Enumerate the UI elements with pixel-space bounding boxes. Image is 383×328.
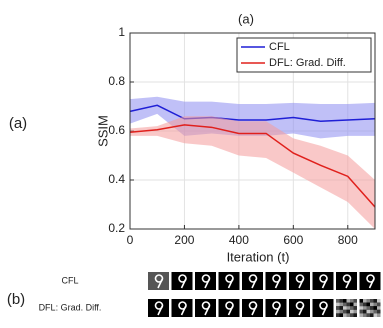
thumbnail	[289, 299, 310, 317]
noise	[367, 299, 371, 303]
x-axis-label: Iteration (t)	[227, 249, 290, 264]
thumbnail	[313, 299, 334, 317]
noise	[367, 306, 371, 310]
thumbnail	[360, 299, 381, 317]
x-tick-label: 200	[174, 233, 194, 247]
y-tick-label: 0.6	[108, 123, 125, 137]
noise	[347, 310, 351, 314]
noise	[343, 303, 347, 307]
noise	[354, 299, 358, 303]
noise	[336, 313, 340, 317]
noise	[370, 313, 374, 317]
x-tick-label: 600	[283, 233, 303, 247]
thumbnail	[172, 299, 193, 317]
thumbnail	[289, 272, 310, 290]
thumbnail	[242, 272, 263, 290]
legend-label: DFL: Grad. Diff.	[269, 57, 346, 69]
thumbnail	[148, 272, 169, 290]
noise	[343, 313, 347, 317]
noise	[343, 299, 347, 303]
noise	[350, 310, 354, 314]
thumbnail	[266, 299, 287, 317]
noise	[363, 313, 367, 317]
noise	[340, 306, 344, 310]
thumbnail	[266, 272, 287, 290]
noise	[363, 306, 367, 310]
y-tick-label: 0.2	[108, 221, 125, 235]
noise	[347, 306, 351, 310]
noise	[377, 313, 381, 317]
noise	[374, 310, 378, 314]
thumbnail	[195, 299, 216, 317]
x-tick-label: 400	[229, 233, 249, 247]
noise	[370, 299, 374, 303]
noise	[347, 299, 351, 303]
thumbnail	[195, 272, 216, 290]
noise	[374, 303, 378, 307]
side-label: (a)	[9, 115, 27, 132]
noise	[336, 310, 340, 314]
noise	[370, 310, 374, 314]
row-label: CFL	[61, 275, 78, 285]
noise	[354, 313, 358, 317]
noise	[354, 310, 358, 314]
noise	[340, 303, 344, 307]
legend-label: CFL	[269, 41, 290, 53]
noise	[347, 303, 351, 307]
noise	[354, 303, 358, 307]
y-tick-label: 0.4	[108, 172, 125, 186]
thumbnail	[336, 272, 357, 290]
noise	[370, 306, 374, 310]
noise	[354, 306, 358, 310]
noise	[340, 310, 344, 314]
noise	[367, 310, 371, 314]
noise	[377, 299, 381, 303]
noise	[340, 299, 344, 303]
thumbnail	[172, 272, 193, 290]
thumbnail	[219, 299, 240, 317]
noise	[363, 310, 367, 314]
x-tick-label: 800	[338, 233, 358, 247]
noise	[336, 299, 340, 303]
noise	[360, 310, 364, 314]
noise	[360, 313, 364, 317]
thumbnail	[219, 272, 240, 290]
noise	[374, 299, 378, 303]
noise	[377, 310, 381, 314]
noise	[374, 306, 378, 310]
thumbnail	[148, 299, 169, 317]
noise	[367, 313, 371, 317]
noise	[340, 313, 344, 317]
noise	[350, 303, 354, 307]
thumbnail	[313, 272, 334, 290]
thumbnail	[336, 299, 357, 317]
noise	[347, 313, 351, 317]
noise	[336, 303, 340, 307]
row-label: DFL: Grad. Diff.	[39, 302, 102, 312]
noise	[350, 299, 354, 303]
noise	[377, 303, 381, 307]
y-tick-label: 0.8	[108, 74, 125, 88]
chart-title: (a)	[238, 11, 254, 26]
noise	[360, 306, 364, 310]
noise	[343, 310, 347, 314]
noise	[360, 299, 364, 303]
noise	[350, 313, 354, 317]
noise	[343, 306, 347, 310]
noise	[360, 303, 364, 307]
figure: (a) (a) SSIM Iteration (t) (b) CFL DFL: …	[0, 0, 383, 328]
panel-label: (b)	[7, 291, 25, 308]
noise	[363, 299, 367, 303]
noise	[350, 306, 354, 310]
x-tick-label: 0	[127, 233, 134, 247]
noise	[336, 306, 340, 310]
thumbnail	[242, 299, 263, 317]
noise	[363, 303, 367, 307]
noise	[374, 313, 378, 317]
noise	[367, 303, 371, 307]
noise	[370, 303, 374, 307]
thumbnail	[360, 272, 381, 290]
y-tick-label: 1	[118, 25, 125, 39]
noise	[377, 306, 381, 310]
